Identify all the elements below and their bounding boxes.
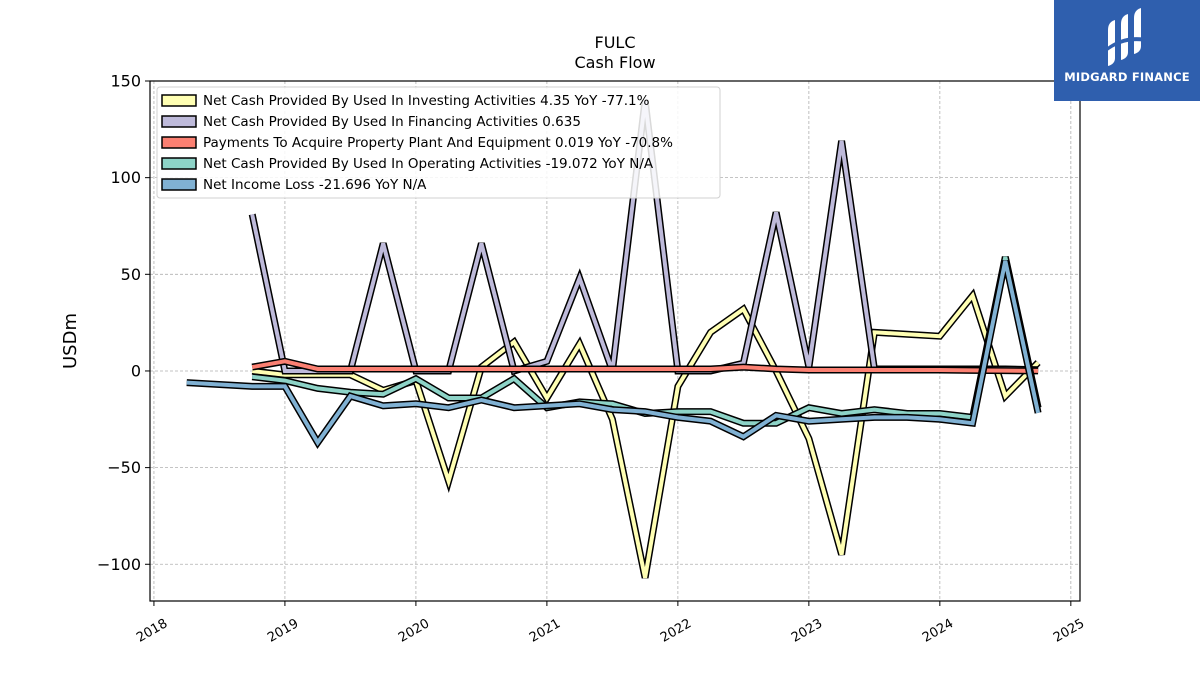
logo-mark-icon <box>1106 8 1146 66</box>
y-tick-label: 0 <box>131 361 141 380</box>
y-axis: 150 100 50 0 −50 −100 <box>97 72 150 574</box>
legend-swatch <box>161 157 197 170</box>
x-tick-label: 2018 <box>134 616 170 646</box>
legend-entry: Payments To Acquire Property Plant And E… <box>203 135 673 151</box>
y-tick-label: 100 <box>110 168 141 187</box>
legend-swatch <box>161 178 197 191</box>
legend-entry: Net Cash Provided By Used In Financing A… <box>203 114 581 130</box>
logo-text: MIDGARD FINANCE <box>1064 70 1190 84</box>
series-line-4 <box>186 260 1041 447</box>
x-tick-label: 2022 <box>658 616 694 646</box>
x-tick-label: 2024 <box>920 616 956 646</box>
x-tick-label: 2025 <box>1051 616 1087 646</box>
legend-entry: Net Income Loss -21.696 YoY N/A <box>203 177 427 193</box>
series-line-0 <box>251 291 1040 579</box>
midgard-finance-logo: MIDGARD FINANCE <box>1054 0 1200 101</box>
chart-subtitle: Cash Flow <box>574 53 655 72</box>
legend-swatch <box>161 115 197 128</box>
y-tick-label: −100 <box>97 555 141 574</box>
series-outline-0 <box>251 288 1041 579</box>
plot-frame <box>149 80 1081 602</box>
x-tick-label: 2021 <box>527 616 563 646</box>
y-tick-label: 150 <box>110 72 141 91</box>
x-tick-label: 2023 <box>789 616 825 646</box>
y-tick-label: −50 <box>107 458 141 477</box>
legend-swatch <box>161 136 197 149</box>
x-axis: 2018 2019 2020 2021 2022 2023 2024 2025 <box>134 601 1087 646</box>
legend: Net Cash Provided By Used In Investing A… <box>156 86 721 199</box>
x-tick-label: 2020 <box>396 616 432 646</box>
y-axis-label: USDm <box>60 313 81 369</box>
y-tick-label: 50 <box>121 265 141 284</box>
chart-title: FULC <box>595 33 636 52</box>
legend-entry: Net Cash Provided By Used In Investing A… <box>203 93 650 109</box>
legend-box <box>156 86 721 199</box>
legend-entry: Net Cash Provided By Used In Operating A… <box>203 156 654 172</box>
legend-swatch <box>161 94 197 107</box>
series-line-2 <box>251 359 1039 373</box>
x-tick-label: 2019 <box>265 616 301 646</box>
